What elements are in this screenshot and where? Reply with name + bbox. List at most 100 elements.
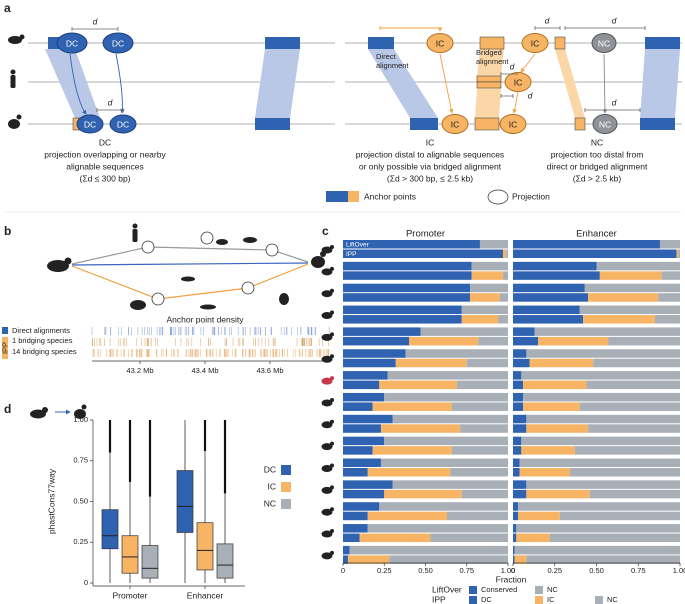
bar-segment [526, 480, 680, 489]
y-axis-title: phastCons77way [46, 468, 56, 534]
projection-label: NC [598, 38, 610, 48]
bar-segment [676, 249, 679, 258]
caption-line: (Σd ≤ 300 bp) [79, 173, 130, 183]
projection-label: DC [84, 119, 96, 129]
bar-segment [379, 380, 457, 390]
arrow [379, 26, 440, 31]
bar-segment [526, 414, 680, 424]
polyline-shape [71, 263, 309, 300]
density-tracks [91, 327, 330, 357]
species-icons [8, 34, 25, 129]
caption-line: direct or bridged alignment [547, 161, 648, 171]
distance-label: d [510, 61, 515, 71]
panel-d-icons [30, 404, 87, 419]
distance-label: d [612, 97, 617, 107]
bar-inline-label: IPP [346, 251, 356, 258]
bar-segment [523, 380, 587, 390]
bar-segment [549, 533, 680, 543]
bar-segment [529, 358, 594, 368]
bar-segment [343, 327, 421, 336]
bar-segment [513, 240, 660, 249]
bar-segment [526, 489, 590, 499]
projection-label: DC [66, 38, 78, 48]
species-icon [321, 530, 333, 538]
y-tick-label: 1.00 [73, 415, 88, 424]
x-tick-label: Promoter [113, 590, 148, 600]
bar-segment [343, 402, 373, 411]
x-tick-label: 0 [341, 566, 345, 575]
bar-segment [654, 315, 680, 324]
arrow [512, 91, 519, 114]
bar-segment [583, 315, 655, 324]
bar-segment [513, 293, 589, 302]
network-edges [71, 246, 309, 300]
bar-segment [384, 392, 508, 402]
caption-title: IC [426, 137, 435, 147]
bar-segment [526, 349, 680, 358]
bar-segment [513, 271, 600, 280]
caption-line: or only possible via bridged alignment [359, 161, 502, 171]
track-label: 14 bridging species [12, 347, 77, 356]
bar-segment [514, 545, 680, 555]
circle-shape [16, 114, 22, 120]
bar-segment [513, 249, 677, 258]
bar-segment [579, 402, 680, 411]
legend-swatch [535, 586, 543, 594]
ellipse-shape [74, 409, 86, 419]
arrow [439, 53, 454, 114]
bar-segment [379, 502, 508, 511]
ellipse-shape [279, 293, 289, 305]
alignment-shade [475, 88, 501, 118]
species-icon [330, 441, 334, 446]
bar-segment [343, 249, 504, 258]
alignment-shade [255, 49, 300, 118]
projection [441, 114, 469, 134]
bar-segment [343, 349, 406, 358]
bar-segment [506, 249, 508, 258]
bar-segment [343, 533, 360, 543]
species-icon [330, 485, 334, 490]
bar-segment [450, 468, 508, 477]
bar-segment [513, 489, 527, 499]
bar-segment [395, 358, 467, 368]
projection [499, 114, 527, 134]
bar-segment [359, 533, 431, 543]
bar-segment [343, 555, 348, 564]
bar-segment [372, 402, 452, 411]
bar-segment [526, 555, 680, 564]
panel-label: b [4, 224, 11, 238]
bar-segment [608, 336, 680, 346]
bar-segment [513, 380, 524, 390]
track-title: Anchor point density [166, 314, 244, 324]
bar-segment [343, 380, 380, 390]
legend-label: NC [547, 585, 558, 594]
species-icon [330, 310, 334, 315]
bar-segment [343, 336, 409, 346]
bar-segment [343, 468, 368, 477]
legend-label: IC [547, 595, 555, 604]
bar-segment [513, 468, 520, 477]
bar-segment [409, 336, 479, 346]
box [121, 535, 139, 574]
legend-swatch [535, 596, 543, 604]
species-icon [321, 508, 333, 516]
bar-segment [658, 293, 680, 302]
species-icon [321, 355, 333, 363]
species-icon [330, 397, 334, 402]
circle-shape [141, 240, 155, 254]
bar-segment [392, 480, 508, 489]
legend-swatch [281, 482, 291, 492]
bar-segment [343, 283, 471, 293]
bar-segment [518, 502, 680, 511]
projection-label: DC [117, 119, 129, 129]
bar-segment [461, 315, 499, 324]
network-nodes [141, 231, 279, 306]
captions: DC projection overlapping or nearby aligna… [44, 137, 648, 183]
distance-label: d [108, 97, 113, 107]
circle-shape [64, 257, 72, 265]
distance-bar [71, 27, 119, 31]
bar-segment [513, 446, 522, 455]
species-icon [330, 354, 334, 359]
projection-label: IC [531, 38, 540, 48]
bar-segment [513, 511, 519, 521]
